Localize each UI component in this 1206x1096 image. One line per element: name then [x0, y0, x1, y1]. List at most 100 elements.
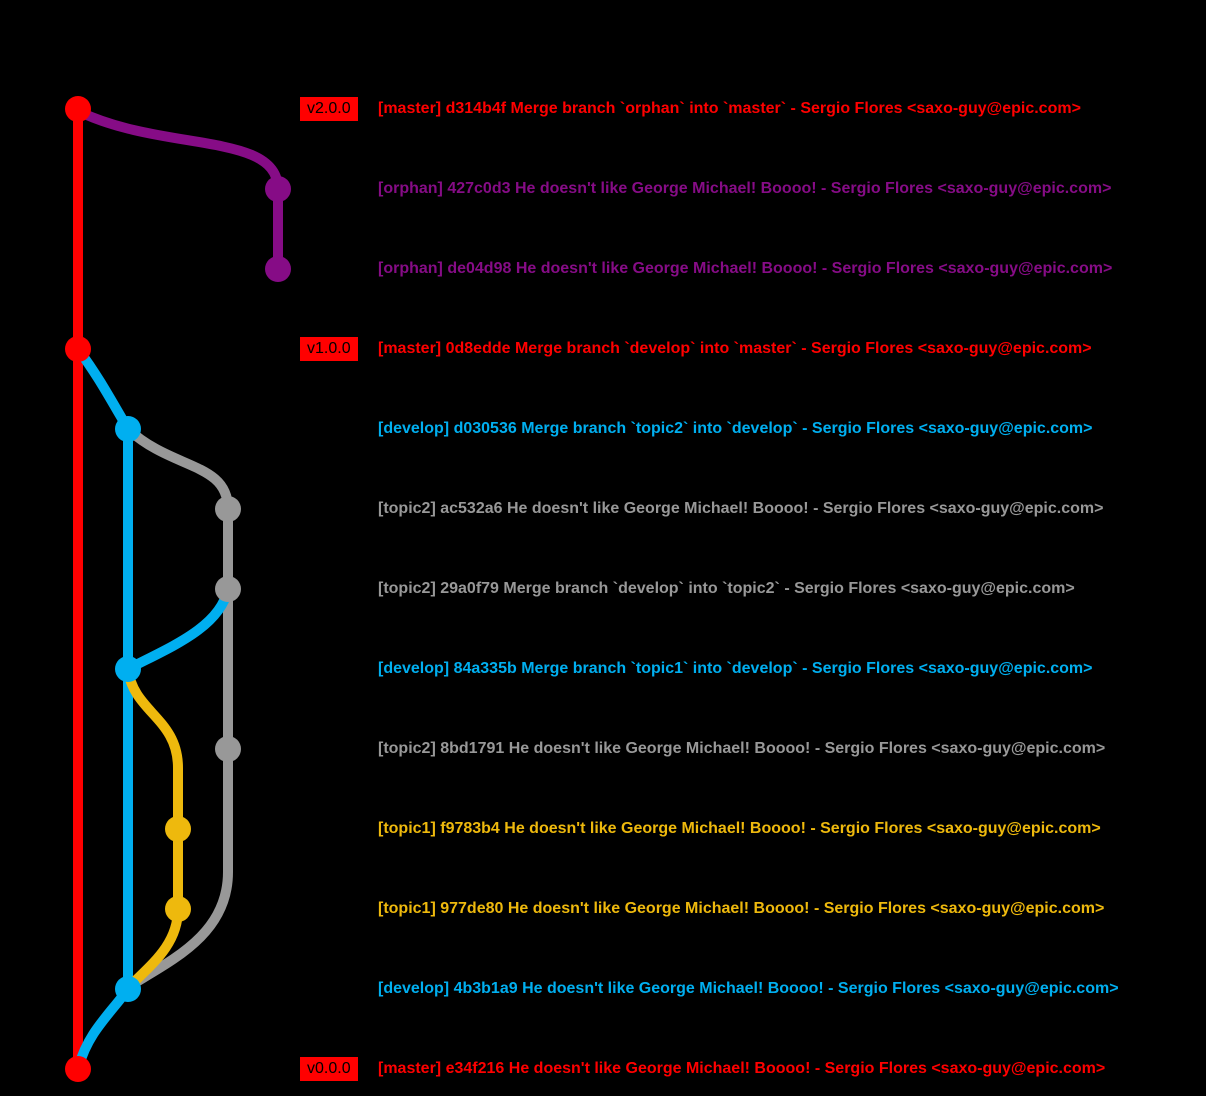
commit-ref: [develop] [378, 980, 450, 997]
commit-hash: de04d98 [447, 260, 512, 277]
commit-node-e34f216[interactable] [65, 1056, 91, 1082]
commit-node-d030536[interactable] [115, 416, 141, 442]
commit-node-427c0d3[interactable] [265, 176, 291, 202]
commit-message-977de80: [topic1] 977de80 He doesn't like George … [378, 898, 1104, 920]
commit-author: - Sergio Flores [813, 900, 926, 917]
commit-hash: 977de80 [440, 900, 504, 917]
commit-node-f9783b4[interactable] [165, 816, 191, 842]
commit-hash: 29a0f79 [440, 580, 499, 597]
commit-message-29a0f79: [topic2] 29a0f79 Merge branch `develop` … [378, 578, 1075, 600]
commit-author: - Sergio Flores [821, 180, 934, 197]
commit-hash: ac532a6 [440, 500, 503, 517]
commit-hash: f9783b4 [440, 820, 500, 837]
commit-subject: He doesn't like George Michael! Boooo! [507, 900, 810, 917]
commit-email: <saxo-guy@epic.com> [944, 980, 1119, 997]
tag-v0.0.0: v0.0.0 [300, 1057, 358, 1081]
commit-subject: He doesn't like George Michael! Boooo! [508, 1060, 811, 1077]
commit-node-29a0f79[interactable] [215, 576, 241, 602]
commit-node-84a335b[interactable] [115, 656, 141, 682]
commit-ref: [topic2] [378, 740, 436, 757]
commit-hash: 0d8edde [445, 340, 511, 357]
commit-author: - Sergio Flores [813, 500, 926, 517]
edge-orphan-branch [75, 107, 283, 274]
commit-author: - Sergio Flores [810, 820, 923, 837]
commit-subject: He doesn't like George Michael! Boooo! [515, 260, 818, 277]
commit-hash: e34f216 [445, 1060, 505, 1077]
edge-develop-merge-into-master [73, 344, 133, 434]
commit-author: - Sergio Flores [814, 740, 927, 757]
commit-subject: He doesn't like George Michael! Boooo! [506, 500, 809, 517]
commit-node-de04d98[interactable] [265, 256, 291, 282]
commit-message-427c0d3: [orphan] 427c0d3 He doesn't like George … [378, 178, 1111, 200]
commit-author: - Sergio Flores [802, 420, 915, 437]
commit-author: - Sergio Flores [784, 580, 897, 597]
commit-subject: Merge branch `orphan` into `master` [510, 100, 787, 117]
commit-hash: 4b3b1a9 [453, 980, 518, 997]
commit-message-f9783b4: [topic1] f9783b4 He doesn't like George … [378, 818, 1101, 840]
commit-email: <saxo-guy@epic.com> [930, 900, 1105, 917]
commit-subject: He doesn't like George Michael! Boooo! [522, 980, 824, 997]
commit-node-4b3b1a9[interactable] [115, 976, 141, 1002]
commit-ref: [topic1] [378, 900, 436, 917]
commit-node-8bd1791[interactable] [215, 736, 241, 762]
commit-ref: [master] [378, 340, 442, 357]
commit-email: <saxo-guy@epic.com> [926, 820, 1101, 837]
commit-hash: d314b4f [445, 100, 507, 117]
commit-hash: 427c0d3 [447, 180, 511, 197]
commit-subject: He doesn't like George Michael! Boooo! [508, 740, 811, 757]
tag-v1.0.0: v1.0.0 [300, 337, 358, 361]
commit-author: - Sergio Flores [790, 100, 903, 117]
commit-author: - Sergio Flores [828, 980, 941, 997]
commit-email: <saxo-guy@epic.com> [900, 580, 1075, 597]
commit-email: <saxo-guy@epic.com> [918, 420, 1093, 437]
commit-hash: d030536 [453, 420, 517, 437]
edge-topic2-line [128, 504, 233, 989]
commit-email: <saxo-guy@epic.com> [929, 500, 1104, 517]
edge-develop-merge-into-topic2 [123, 584, 233, 674]
commit-node-977de80[interactable] [165, 896, 191, 922]
commit-message-4b3b1a9: [develop] 4b3b1a9 He doesn't like George… [378, 978, 1119, 1000]
commit-ref: [topic2] [378, 500, 436, 517]
commit-message-e34f216: [master] e34f216 He doesn't like George … [378, 1058, 1105, 1080]
commit-message-8bd1791: [topic2] 8bd1791 He doesn't like George … [378, 738, 1105, 760]
commit-author: - Sergio Flores [801, 340, 914, 357]
commit-subject: He doesn't like George Michael! Boooo! [514, 180, 817, 197]
commit-message-84a335b: [develop] 84a335b Merge branch `topic1` … [378, 658, 1093, 680]
commit-email: <saxo-guy@epic.com> [937, 180, 1112, 197]
commit-email: <saxo-guy@epic.com> [931, 740, 1106, 757]
commit-ref: [develop] [378, 420, 450, 437]
commit-message-0d8edde: [master] 0d8edde Merge branch `develop` … [378, 338, 1092, 360]
commit-subject: Merge branch `topic2` into `develop` [521, 420, 798, 437]
commit-ref: [topic1] [378, 820, 436, 837]
commit-email: <saxo-guy@epic.com> [917, 340, 1092, 357]
commit-node-0d8edde[interactable] [65, 336, 91, 362]
commit-message-ac532a6: [topic2] ac532a6 He doesn't like George … [378, 498, 1103, 520]
commit-ref: [develop] [378, 660, 450, 677]
edge-topic2-merge-into-develop [123, 424, 233, 514]
commit-ref: [orphan] [378, 180, 443, 197]
commit-ref: [orphan] [378, 260, 443, 277]
tag-v2.0.0: v2.0.0 [300, 97, 358, 121]
commit-email: <saxo-guy@epic.com> [931, 1060, 1106, 1077]
edge-develop-root [74, 984, 133, 1071]
commit-author: - Sergio Flores [814, 1060, 927, 1077]
commit-subject: Merge branch `topic1` into `develop` [521, 660, 798, 677]
commit-author: - Sergio Flores [802, 660, 915, 677]
commit-message-de04d98: [orphan] de04d98 He doesn't like George … [378, 258, 1112, 280]
commit-subject: Merge branch `develop` into `topic2` [503, 580, 780, 597]
commit-node-d314b4f[interactable] [65, 96, 91, 122]
commit-ref: [topic2] [378, 580, 436, 597]
commit-subject: Merge branch `develop` into `master` [514, 340, 797, 357]
commit-email: <saxo-guy@epic.com> [938, 260, 1113, 277]
commit-message-d314b4f: [master] d314b4f Merge branch `orphan` i… [378, 98, 1081, 120]
commit-author: - Sergio Flores [821, 260, 934, 277]
commit-hash: 8bd1791 [440, 740, 505, 757]
commit-ref: [master] [378, 1060, 442, 1077]
commit-node-ac532a6[interactable] [215, 496, 241, 522]
commit-ref: [master] [378, 100, 442, 117]
commit-subject: He doesn't like George Michael! Boooo! [504, 820, 806, 837]
edge-topic1-line [123, 664, 183, 914]
commit-email: <saxo-guy@epic.com> [918, 660, 1093, 677]
